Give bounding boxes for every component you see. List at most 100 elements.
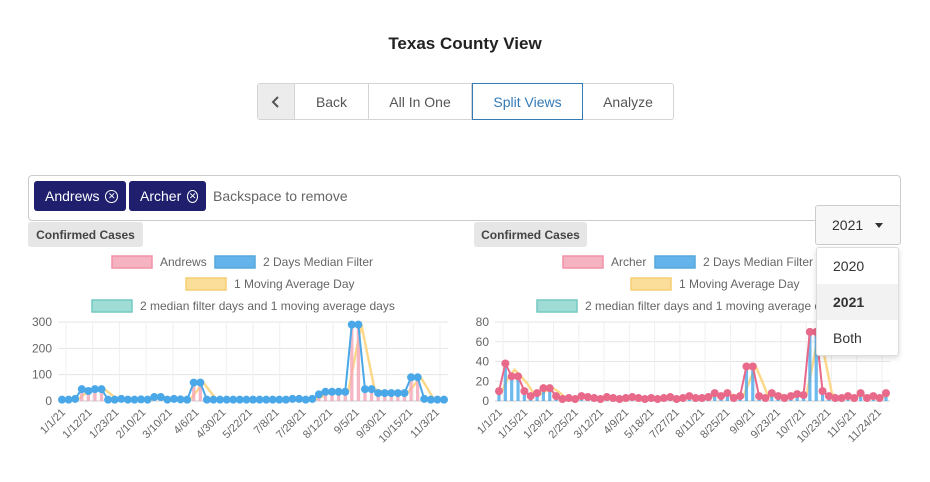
legend-swatch [111, 255, 153, 269]
archer-chart: Archer 2 Days Median Filter 1 Moving Avera… [475, 255, 890, 445]
y-tick-label: 0 [45, 394, 52, 408]
data-point [407, 373, 416, 382]
data-point [843, 392, 852, 401]
caret-down-icon [875, 222, 884, 228]
data-point [189, 378, 198, 387]
tag-label: Andrews [45, 188, 100, 204]
data-point [850, 394, 859, 403]
bar [323, 391, 328, 401]
data-point [577, 392, 586, 401]
data-point [564, 394, 573, 403]
bar [356, 324, 361, 401]
legend-swatch [214, 255, 256, 269]
county-tag-input[interactable]: Andrews ✕ Archer ✕ Backspace to remove [28, 175, 901, 221]
x-tick-label: 3/10/21 [141, 407, 175, 441]
data-point [380, 389, 389, 398]
data-point [123, 395, 132, 404]
year-option-2020[interactable]: 2020 [833, 258, 865, 274]
data-point [341, 387, 350, 396]
data-point [360, 385, 369, 394]
data-point [137, 395, 146, 404]
data-point [77, 385, 86, 394]
data-point [742, 362, 751, 371]
bar [363, 389, 367, 401]
analyze-button[interactable]: Analyze [603, 93, 653, 110]
data-point [748, 362, 757, 371]
data-point [183, 395, 192, 404]
year-dropdown[interactable]: 2021 [815, 205, 901, 245]
year-option-2021[interactable]: 2021 [817, 284, 898, 320]
legend-label: Andrews [160, 255, 207, 269]
all-in-one-button[interactable]: All In One [369, 84, 472, 119]
y-tick-label: 200 [32, 341, 52, 355]
data-point [761, 394, 770, 403]
bar [751, 366, 755, 401]
data-point [755, 392, 764, 401]
data-point [831, 394, 840, 403]
data-point [602, 393, 611, 402]
data-point [628, 393, 637, 402]
data-point [634, 394, 643, 403]
chevron-left-icon[interactable] [258, 84, 295, 119]
data-point [824, 392, 833, 401]
bar [510, 376, 514, 401]
data-point [520, 387, 529, 396]
year-option-both[interactable]: Both [833, 330, 862, 346]
data-point [426, 395, 435, 404]
remove-tag-icon[interactable]: ✕ [187, 189, 198, 203]
data-point [420, 394, 429, 403]
data-point [104, 395, 113, 404]
data-point [780, 394, 789, 403]
data-point [150, 393, 159, 402]
data-point [507, 372, 516, 381]
data-point [209, 395, 218, 404]
data-point [354, 320, 363, 329]
data-point [526, 392, 535, 401]
data-point [301, 395, 310, 404]
data-point [433, 395, 442, 404]
data-point [729, 394, 738, 403]
data-point [275, 395, 284, 404]
split-views-button[interactable]: Split Views [472, 83, 583, 120]
bar [86, 390, 90, 401]
x-tick-label: 11/3/21 [408, 407, 442, 441]
data-point [440, 395, 448, 404]
y-tick-label: 0 [482, 394, 489, 408]
data-point [156, 393, 165, 402]
legend-swatch [562, 255, 604, 269]
legend-label: 2 Days Median Filter [703, 255, 813, 269]
data-point [268, 395, 277, 404]
bar [808, 331, 812, 401]
remove-tag-icon[interactable]: ✕ [105, 189, 118, 203]
bar [744, 366, 749, 401]
legend-swatch [536, 299, 578, 313]
data-point [110, 395, 119, 404]
data-point [710, 389, 719, 398]
data-point [413, 373, 422, 382]
data-point [288, 394, 297, 403]
x-tick-label: 5/22/21 [221, 407, 255, 441]
data-point [653, 395, 662, 404]
data-point [590, 394, 599, 403]
data-point [367, 385, 376, 394]
data-point [736, 392, 745, 401]
bar [99, 389, 104, 401]
data-point [235, 395, 244, 404]
bar [516, 376, 520, 401]
data-point [717, 392, 726, 401]
page-title: Texas County View [388, 34, 542, 53]
chart-badge-right: Confirmed Cases [474, 222, 587, 247]
data-point [723, 389, 732, 398]
tag-input-placeholder[interactable]: Backspace to remove [213, 188, 348, 204]
bar [497, 391, 501, 401]
data-point [308, 394, 317, 403]
data-point [58, 395, 66, 404]
back-button[interactable]: Back [295, 84, 369, 119]
data-point [216, 395, 225, 404]
data-point [685, 392, 694, 401]
data-point [143, 395, 152, 404]
data-point [281, 395, 290, 404]
legend-label: 2 Days Median Filter [263, 255, 373, 269]
data-point [805, 327, 814, 336]
bar [93, 389, 97, 401]
